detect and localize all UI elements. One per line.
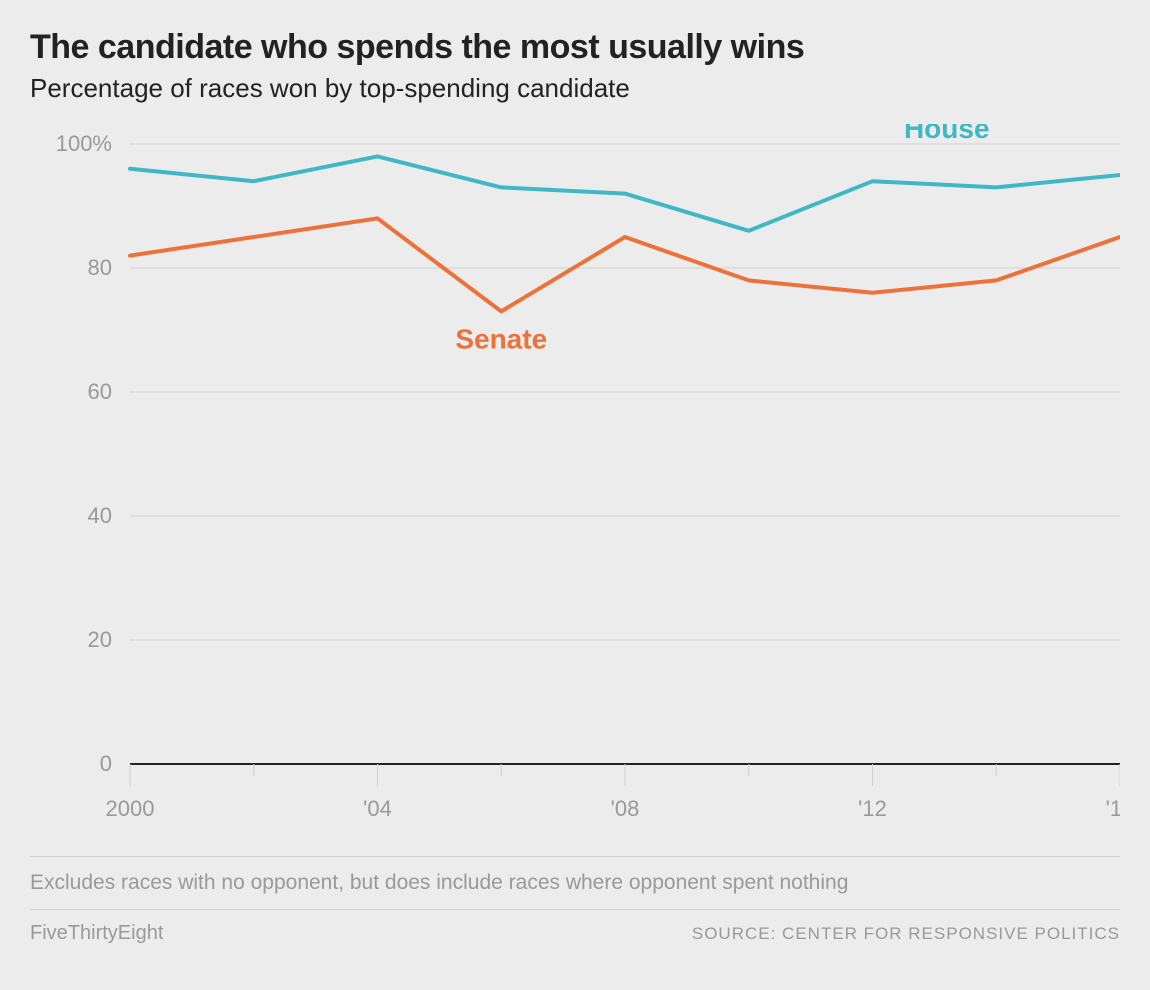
y-tick-label: 100% xyxy=(56,131,112,156)
series-label: House xyxy=(904,124,990,144)
series-line xyxy=(130,218,1120,311)
x-tick-label: '04 xyxy=(363,796,392,821)
x-tick-label: '08 xyxy=(611,796,640,821)
chart-title: The candidate who spends the most usuall… xyxy=(30,28,1120,67)
x-tick-label: 2000 xyxy=(106,796,155,821)
series-label: Senate xyxy=(455,324,547,355)
y-tick-label: 20 xyxy=(88,627,112,652)
y-tick-label: 60 xyxy=(88,379,112,404)
source-label: SOURCE: CENTER FOR RESPONSIVE POLITICS xyxy=(692,924,1120,944)
chart-footnote: Excludes races with no opponent, but doe… xyxy=(30,857,1120,909)
x-tick-label: '12 xyxy=(858,796,887,821)
chart-subtitle: Percentage of races won by top-spending … xyxy=(30,73,1120,104)
x-tick-label: '16 xyxy=(1106,796,1120,821)
figure-container: The candidate who spends the most usuall… xyxy=(0,0,1150,990)
y-tick-label: 80 xyxy=(88,255,112,280)
y-tick-label: 0 xyxy=(100,751,112,776)
brand-label: FiveThirtyEight xyxy=(30,922,163,945)
series-line xyxy=(130,156,1120,230)
line-chart: 0 20 40 60 80 100% 2000 '04 '08 '12 '16 House Senate xyxy=(30,124,1120,844)
chart-plot-area: 0 20 40 60 80 100% 2000 '04 '08 '12 '16 House Senate xyxy=(30,124,1120,844)
footer: FiveThirtyEight SOURCE: CENTER FOR RESPO… xyxy=(30,909,1120,945)
y-tick-label: 40 xyxy=(88,503,112,528)
